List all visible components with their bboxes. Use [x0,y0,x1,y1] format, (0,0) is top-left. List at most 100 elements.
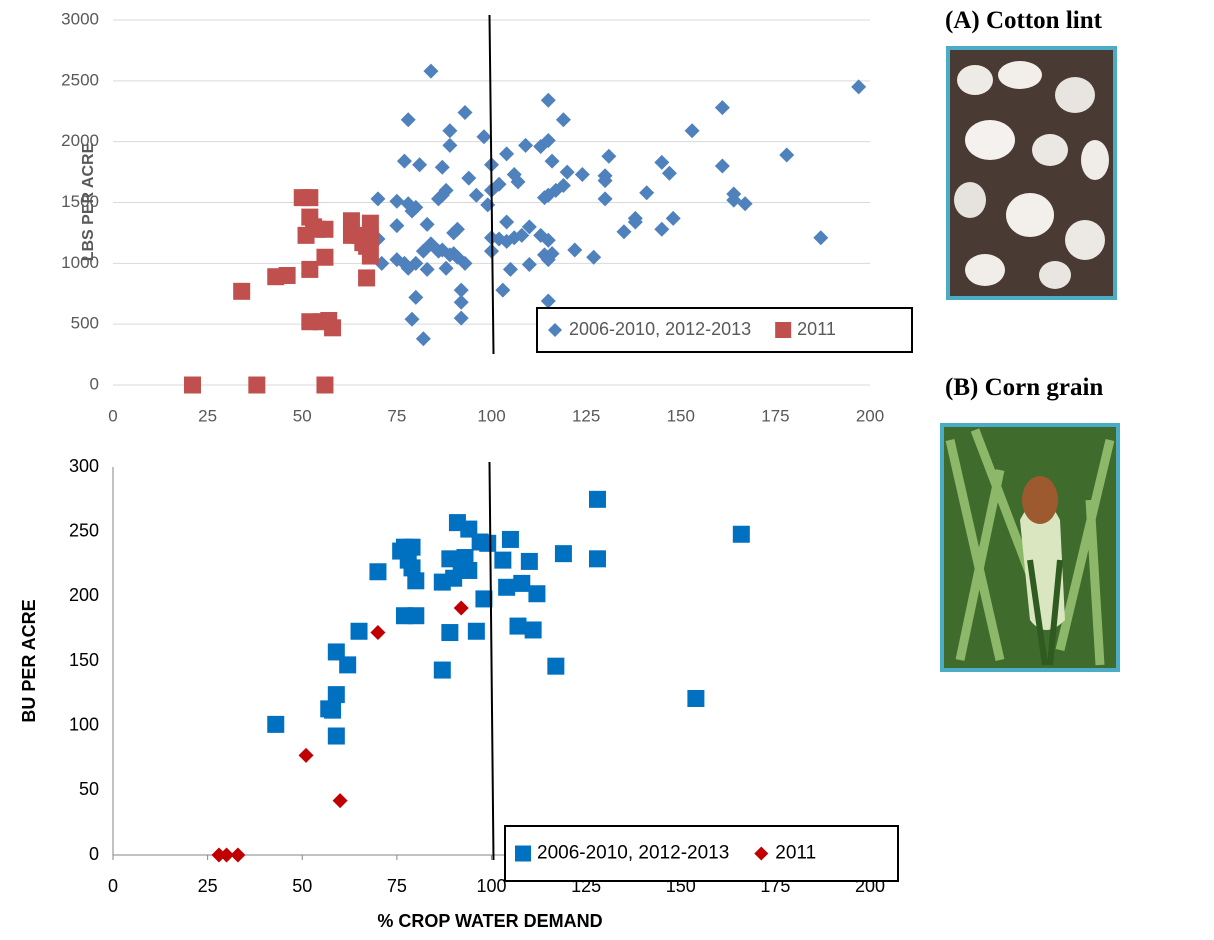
marker [233,282,251,300]
legend-marker [775,322,792,338]
marker [737,196,753,212]
marker [513,574,531,592]
x-tick-label: 25 [198,876,218,896]
legend-marker [515,845,531,862]
legend-marker [754,846,769,861]
marker [559,164,575,180]
marker [501,530,519,548]
marker [480,197,496,213]
marker [438,260,454,276]
marker [498,578,516,596]
marker [714,100,730,116]
marker [495,282,511,298]
marker [460,520,478,538]
marker [544,153,560,169]
marker [403,538,421,556]
marker [230,847,246,863]
marker [327,643,345,661]
marker [726,192,742,208]
y-tick-label: 150 [69,650,99,670]
marker [597,191,613,207]
marker [400,112,416,128]
marker [415,331,431,347]
marker [514,227,530,243]
marker [520,552,538,570]
marker [350,622,368,640]
marker [457,104,473,120]
marker [627,214,643,230]
marker [661,165,677,181]
x-tick-label: 50 [293,406,312,425]
marker [453,600,469,616]
marker [442,123,458,139]
legend-box [504,825,899,882]
marker [521,219,537,235]
marker [441,624,459,642]
corn-photo [940,423,1120,672]
marker [434,159,450,175]
marker [316,376,334,394]
marker [528,585,546,603]
x-axis-title: % CROP WATER DEMAND [377,911,602,931]
marker [654,154,670,170]
marker [423,236,439,252]
x-tick-label: 0 [108,406,117,425]
x-tick-label: 175 [761,406,789,425]
marker [332,793,348,809]
marker [324,319,342,337]
marker [665,210,681,226]
y-tick-label: 500 [71,314,99,333]
marker [358,269,376,287]
legend-label: 2006-2010, 2012-2013 [569,319,751,339]
marker [574,167,590,183]
marker [779,147,795,163]
marker [389,252,405,268]
marker [419,216,435,232]
legend-label: 2006-2010, 2012-2013 [537,843,729,864]
reference-line [488,461,495,861]
marker [518,137,534,153]
marker [461,170,477,186]
y-tick-label: 1500 [61,192,99,211]
marker [404,203,420,219]
marker [389,218,405,234]
marker [446,225,462,241]
cotton-photo [946,46,1117,300]
y-axis-title: BU PER ACRE [19,599,39,722]
marker [453,294,469,310]
marker [327,727,345,745]
marker [521,257,537,273]
marker [370,191,386,207]
marker [433,661,451,679]
marker [316,248,334,266]
x-tick-label: 75 [387,876,407,896]
y-axis-title: LBS PER ACRE [80,142,97,261]
marker [554,545,572,563]
y-tick-label: 0 [89,844,99,864]
marker [407,572,425,590]
marker [467,622,485,640]
marker [453,310,469,326]
y-tick-label: 100 [69,714,99,734]
marker [509,617,527,635]
marker [183,376,201,394]
marker [494,551,512,569]
marker [211,847,227,863]
y-tick-label: 200 [69,585,99,605]
y-tick-label: 1000 [61,253,99,272]
y-tick-label: 50 [79,779,99,799]
legend-label: 2011 [797,319,836,339]
marker [601,148,617,164]
marker [431,191,447,207]
marker [404,311,420,327]
marker [248,376,266,394]
marker [468,187,484,203]
marker [616,224,632,240]
marker [278,267,296,284]
marker [361,214,379,232]
marker [851,79,867,95]
marker [403,559,421,577]
marker [639,185,655,201]
marker [339,656,357,674]
